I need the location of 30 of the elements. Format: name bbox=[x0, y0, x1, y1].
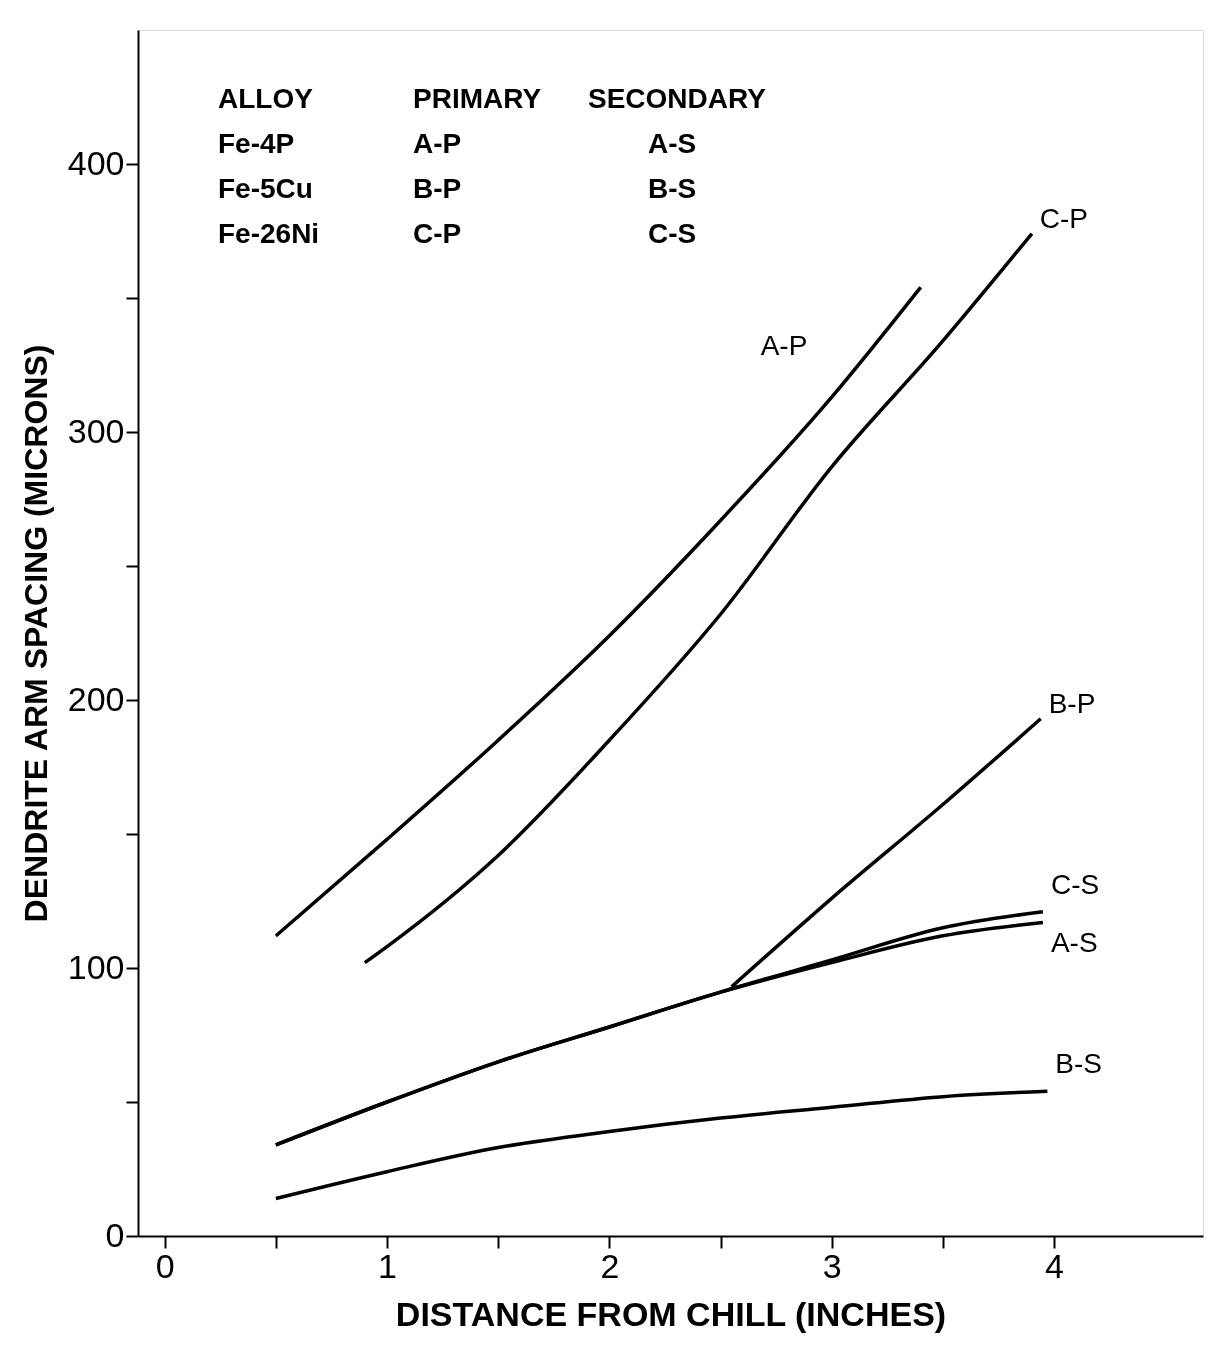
annotation: PRIMARY bbox=[413, 83, 542, 114]
annotation: Fe-4P bbox=[218, 128, 295, 159]
annotation: A-S bbox=[648, 128, 697, 159]
annotation: C-P bbox=[413, 218, 462, 249]
series-label: C-S bbox=[1050, 868, 1100, 900]
series-label: C-P bbox=[1039, 202, 1089, 234]
y-tick-label: 0 bbox=[105, 1215, 125, 1254]
annotation: C-S bbox=[648, 218, 697, 249]
y-tick-label: 400 bbox=[67, 143, 125, 182]
y-axis-title: DENDRITE ARM SPACING (MICRONS) bbox=[17, 344, 54, 923]
series-label: B-P bbox=[1048, 687, 1096, 719]
annotation: B-P bbox=[413, 173, 462, 204]
y-tick-label: 100 bbox=[67, 947, 125, 986]
annotation: A-P bbox=[413, 128, 462, 159]
x-tick-label: 2 bbox=[600, 1246, 620, 1285]
annotation: Fe-26Ni bbox=[218, 218, 320, 249]
y-tick-label: 300 bbox=[67, 411, 125, 450]
x-tick-label: 0 bbox=[155, 1246, 175, 1285]
series-label: A-S bbox=[1050, 927, 1098, 959]
x-axis-title: DISTANCE FROM CHILL (INCHES) bbox=[395, 1294, 947, 1333]
annotation: Fe-5Cu bbox=[218, 173, 313, 204]
annotation: ALLOY bbox=[218, 83, 314, 114]
annotation: B-S bbox=[648, 173, 697, 204]
x-tick-label: 1 bbox=[378, 1246, 397, 1285]
series-label: A-P bbox=[760, 330, 808, 362]
x-tick-label: 4 bbox=[1045, 1246, 1064, 1285]
series-label: B-S bbox=[1055, 1048, 1103, 1080]
y-tick-label: 200 bbox=[67, 679, 125, 718]
x-tick-label: 3 bbox=[822, 1246, 842, 1285]
annotation: SECONDARY bbox=[588, 83, 767, 114]
